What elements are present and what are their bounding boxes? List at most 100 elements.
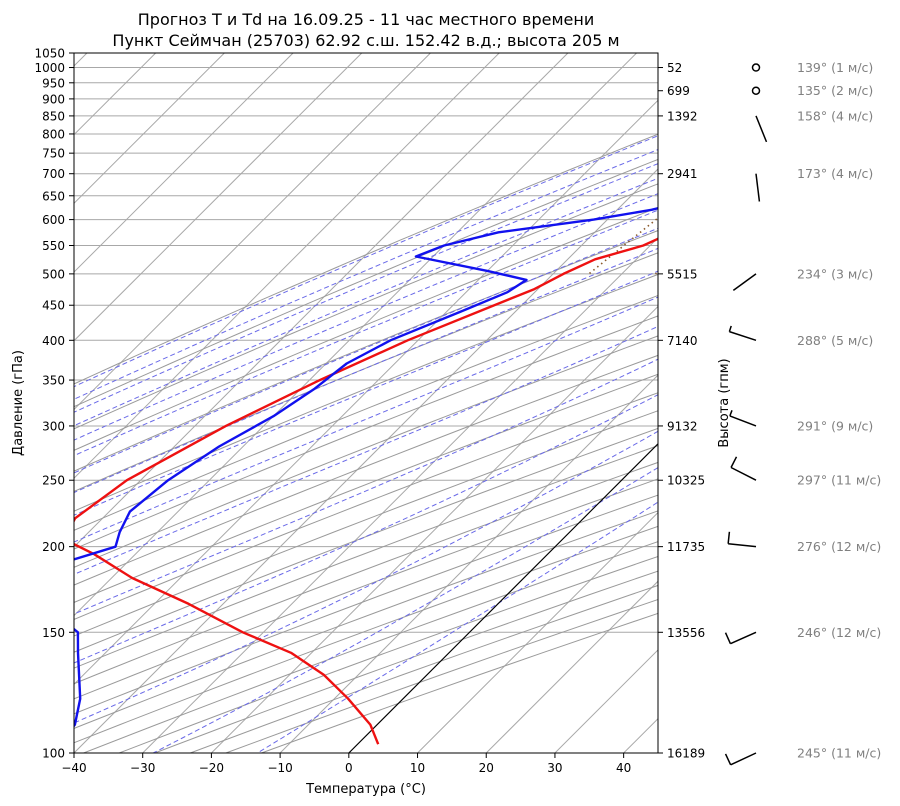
dry-adiabat	[74, 410, 658, 637]
y-tick-label: 100	[42, 747, 65, 761]
height-tick-label: 13556	[667, 626, 705, 640]
moist-adiabat	[74, 430, 658, 724]
isotherm-line	[74, 53, 569, 548]
y-tick-label: 800	[42, 127, 65, 141]
isotherm-line	[211, 305, 658, 753]
profile-series	[74, 207, 658, 745]
height-tick-label: 2941	[667, 167, 698, 181]
pressure-grid-lines	[74, 53, 658, 753]
wind-label: 245° (11 м/с)	[797, 746, 881, 761]
wind-barb	[730, 456, 757, 481]
isotherm-line	[74, 53, 363, 342]
y-tick-label: 700	[42, 167, 65, 181]
isotherm-line	[74, 53, 294, 273]
chart-title: Прогноз T и Td на 16.09.25 - 11 час мест…	[138, 10, 594, 29]
y-tick-label: 500	[42, 267, 65, 281]
wind-label: 234° (3 м/с)	[797, 266, 873, 281]
y-axis-ticks: 100 150 200 250 300 350 400 450 500 550 600 650 700 7…	[34, 47, 74, 761]
x-tick-label: 10	[410, 761, 425, 775]
height-tick-label: 52	[667, 61, 682, 75]
y-tick-label: 1000	[34, 61, 65, 75]
height-tick-label: 10325	[667, 474, 705, 488]
x-axis-ticks: −40 −30 −20 −10 0 10 20 30 40	[61, 753, 631, 775]
wind-label: 135° (2 м/с)	[797, 83, 873, 98]
y-tick-label: 750	[42, 147, 65, 161]
y-tick-label: 450	[42, 299, 65, 313]
dry-adiabat	[74, 373, 658, 603]
dry-adiabat	[74, 207, 658, 451]
y-tick-label: 1050	[34, 47, 65, 61]
dry-adiabat	[74, 158, 658, 408]
wind-label: 291° (9 м/с)	[797, 418, 873, 433]
moist-adiabat	[74, 270, 658, 516]
y-tick-label: 950	[42, 76, 65, 90]
x-tick-label: −40	[61, 761, 86, 775]
x-axis-label: Температура (°C)	[305, 782, 426, 797]
moist-adiabat	[74, 209, 658, 457]
y-tick-label: 150	[42, 626, 65, 640]
wind-label: 288° (5 м/с)	[797, 333, 873, 348]
dry-adiabat	[74, 273, 658, 512]
wind-label: 173° (4 м/с)	[797, 166, 873, 181]
dry-adiabat	[74, 445, 658, 669]
height-tick-label: 699	[667, 84, 690, 98]
zero-isotherm-line	[348, 443, 658, 753]
isotherm-line	[485, 580, 658, 753]
wind-barb	[751, 63, 761, 72]
isotherm-line	[74, 168, 658, 753]
y-tick-label: 600	[42, 213, 65, 227]
moist-adiabat	[74, 325, 658, 575]
isotherm-line	[74, 99, 658, 686]
height-tick-label: 9132	[667, 419, 698, 433]
isotherm-line	[74, 53, 431, 411]
dry-adiabats	[74, 133, 658, 753]
wind-barb	[728, 325, 757, 342]
height-axis-label: Высота (гпм)	[717, 358, 732, 447]
height-tick-label: 16189	[667, 747, 705, 761]
isotherm-line	[417, 511, 658, 753]
isotherm-line	[74, 53, 500, 479]
dry-adiabat	[74, 294, 658, 531]
x-tick-label: 30	[547, 761, 562, 775]
plot-frame	[73, 52, 659, 754]
isotherm-line	[74, 53, 225, 205]
height-tick-label: 11735	[667, 540, 705, 554]
temperature-profile-line	[74, 237, 658, 745]
wind-barb	[727, 531, 757, 548]
y-axis-label: Давление (гПа)	[11, 350, 26, 456]
x-tick-label: 20	[479, 761, 494, 775]
isotherm-line	[74, 53, 637, 617]
moist-adiabat	[74, 394, 658, 664]
dry-adiabat	[74, 461, 658, 685]
moist-adiabat	[74, 247, 658, 494]
moist-adiabat	[74, 148, 658, 400]
y-tick-label: 400	[42, 334, 65, 348]
y-tick-label: 300	[42, 419, 65, 433]
y-tick-label: 650	[42, 189, 65, 203]
y-tick-label: 350	[42, 374, 65, 388]
wind-barb	[732, 273, 757, 291]
dry-adiabat	[74, 230, 658, 472]
dry-adiabat	[74, 335, 658, 568]
wind-barb	[724, 631, 757, 645]
y-tick-label: 550	[42, 239, 65, 253]
wind-barb	[751, 86, 761, 95]
y-tick-label: 900	[42, 92, 65, 106]
wind-label: 246° (12 м/с)	[797, 625, 881, 640]
chart-subtitle: Пункт Сеймчан (25703) 62.92 с.ш. 152.42 …	[112, 31, 619, 50]
wind-barb	[755, 173, 761, 202]
x-tick-label: −30	[130, 761, 155, 775]
wind-barb	[729, 410, 757, 427]
dewpoint-profile-line	[74, 207, 658, 728]
dry-adiabat	[74, 252, 658, 493]
height-tick-label: 1392	[667, 109, 698, 123]
x-tick-label: 40	[616, 761, 631, 775]
y-tick-label: 200	[42, 540, 65, 554]
dry-adiabat	[74, 354, 658, 586]
zero-isotherm	[348, 443, 658, 753]
wind-label: 139° (1 м/с)	[797, 60, 873, 75]
wind-label: 276° (12 м/с)	[797, 539, 881, 554]
isotherm-line	[142, 236, 658, 753]
wind-label: 158° (4 м/с)	[797, 108, 873, 123]
